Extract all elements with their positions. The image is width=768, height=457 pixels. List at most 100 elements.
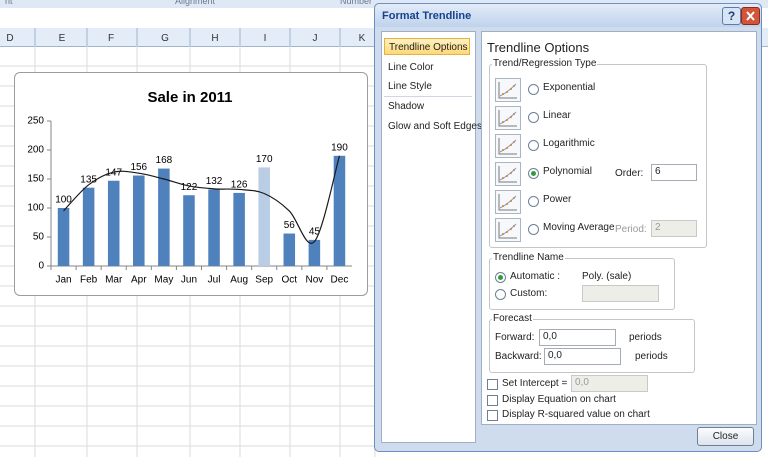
y-tick-label: 100	[27, 203, 44, 214]
periods-label: periods	[635, 351, 668, 362]
radio-button[interactable]	[528, 196, 539, 207]
trend-icon-graphic	[498, 138, 517, 155]
radio-button[interactable]	[528, 84, 539, 95]
radio-button[interactable]	[495, 272, 506, 283]
data-label: 56	[284, 220, 296, 231]
group-box	[489, 258, 675, 310]
bar	[208, 189, 220, 266]
radio-button[interactable]	[495, 289, 506, 300]
ribbon-group-label: nt	[5, 0, 13, 6]
bar	[308, 239, 321, 266]
column-letter: F	[108, 33, 114, 44]
x-tick-label: Nov	[305, 275, 323, 286]
backward-label: Backward:	[495, 351, 542, 362]
checkbox[interactable]	[487, 395, 498, 406]
backward-input[interactable]: 0,0	[544, 348, 621, 365]
nav-item[interactable]: Shadow	[388, 101, 425, 112]
forward-label: Forward:	[495, 332, 535, 343]
x-tick-label: Jan	[55, 275, 71, 286]
x-tick-label: Sep	[255, 275, 273, 286]
trend-icon-graphic	[498, 222, 517, 239]
display-r2-label[interactable]: Display R-squared value on chart	[502, 409, 650, 420]
data-label: 45	[309, 227, 321, 238]
data-label: 135	[80, 174, 97, 185]
trend-type-label[interactable]: Moving Average	[543, 222, 615, 233]
y-tick-label: 50	[33, 232, 45, 243]
checkbox[interactable]	[487, 379, 498, 390]
x-tick-label: Apr	[131, 275, 147, 286]
data-label: 156	[130, 162, 147, 173]
bar	[158, 168, 170, 266]
trend-icon[interactable]	[495, 106, 521, 130]
trend-type-label[interactable]: Exponential	[543, 82, 596, 93]
ribbon-group-label: Alignment	[175, 0, 216, 6]
trend-type-label[interactable]: Polynomial	[543, 166, 592, 177]
y-tick-label: 200	[27, 145, 44, 156]
nav-item[interactable]: Line Color	[388, 62, 434, 73]
data-label: 147	[105, 167, 122, 178]
chart-title: Sale in 2011	[147, 89, 232, 106]
column-letter: I	[264, 33, 267, 44]
order-label: Order:	[615, 168, 644, 179]
bar	[133, 175, 145, 266]
set-intercept-label[interactable]: Set Intercept =	[502, 378, 568, 389]
trend-icon[interactable]	[495, 218, 521, 242]
dialog: Format Trendline ? Trendline Options Line…	[374, 3, 762, 452]
forward-input[interactable]: 0,0	[539, 329, 616, 346]
trend-icon[interactable]	[495, 162, 521, 186]
trend-icon-graphic	[498, 110, 517, 127]
column-letter: E	[59, 33, 66, 44]
x-tick-label: May	[154, 275, 173, 286]
column-letter: H	[211, 33, 218, 44]
options-panel: Trendline Options Trend/Regression Type Ex…	[481, 31, 757, 425]
pane-heading: Trendline Options	[487, 40, 590, 55]
bar	[283, 233, 296, 266]
periods-label: periods	[629, 332, 662, 343]
column-letter: J	[313, 33, 318, 44]
bar	[107, 180, 120, 266]
nav-item[interactable]: Line Style	[388, 81, 432, 92]
radio-dot	[531, 171, 536, 176]
radio-button[interactable]	[528, 112, 539, 123]
close-x-button[interactable]	[741, 7, 760, 25]
trend-icon[interactable]	[495, 78, 521, 102]
custom-label[interactable]: Custom:	[510, 288, 548, 299]
trend-icon[interactable]	[495, 134, 521, 158]
automatic-name: Poly. (sale)	[582, 271, 632, 282]
radio-button[interactable]	[528, 224, 539, 235]
column-letter: K	[359, 33, 366, 44]
nav-item[interactable]: Trendline Options	[384, 38, 470, 55]
group-label: Trendline Name	[492, 252, 565, 263]
trend-type-label[interactable]: Linear	[543, 110, 571, 121]
column-letter: D	[6, 33, 13, 44]
chart: Sale in 2011 0 50 100 150 200 250 Jan 100 Feb 135…	[27, 89, 352, 286]
trend-type-label[interactable]: Logarithmic	[543, 138, 595, 149]
data-label: 122	[181, 182, 198, 193]
close-button[interactable]: Close	[697, 427, 754, 446]
data-label: 132	[206, 176, 223, 187]
trend-type-label[interactable]: Power	[543, 194, 572, 205]
intercept-input: 0,0	[571, 375, 648, 392]
help-button[interactable]: ?	[722, 7, 741, 25]
automatic-label[interactable]: Automatic :	[510, 271, 561, 282]
x-tick-label: Jul	[208, 275, 221, 286]
radio-button[interactable]	[528, 168, 539, 179]
radio-button[interactable]	[528, 140, 539, 151]
checkbox[interactable]	[487, 410, 498, 421]
x-tick-label: Aug	[230, 275, 248, 286]
ribbon-group-label: Number	[340, 0, 373, 6]
x-tick-label: Jun	[181, 275, 197, 286]
trend-icon[interactable]	[495, 190, 521, 214]
custom-input[interactable]	[582, 285, 659, 302]
display-equation-label[interactable]: Display Equation on chart	[502, 394, 616, 405]
y-tick-label: 250	[27, 116, 44, 127]
y-tick-label: 150	[27, 174, 44, 185]
group-label: Forecast	[492, 313, 533, 324]
nav-item[interactable]: Glow and Soft Edges	[388, 121, 482, 132]
nav-panel: Trendline Options Line Color Line Style Sha…	[381, 31, 482, 443]
order-input[interactable]: 6	[651, 164, 697, 181]
data-label: 170	[256, 154, 273, 165]
radio-dot	[498, 275, 503, 280]
y-tick-label: 0	[38, 261, 44, 272]
